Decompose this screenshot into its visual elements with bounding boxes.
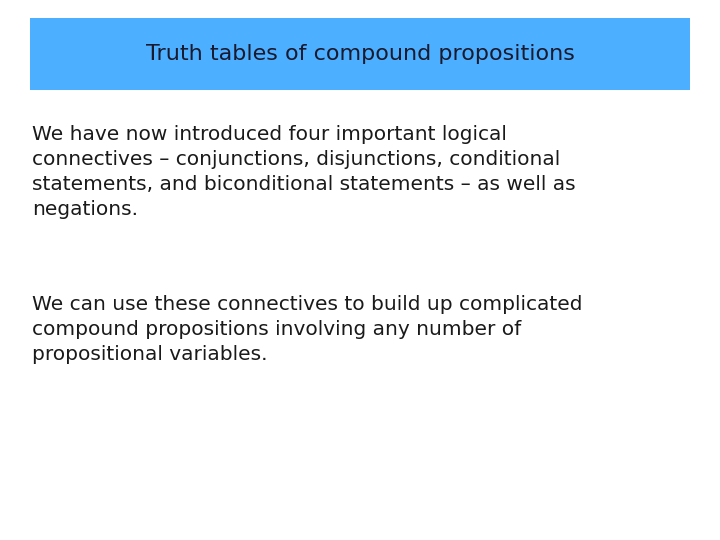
Text: We can use these connectives to build up complicated
compound propositions invol: We can use these connectives to build up…	[32, 295, 582, 364]
Text: Truth tables of compound propositions: Truth tables of compound propositions	[145, 44, 575, 64]
FancyBboxPatch shape	[30, 18, 690, 90]
Text: We have now introduced four important logical
connectives – conjunctions, disjun: We have now introduced four important lo…	[32, 125, 575, 219]
